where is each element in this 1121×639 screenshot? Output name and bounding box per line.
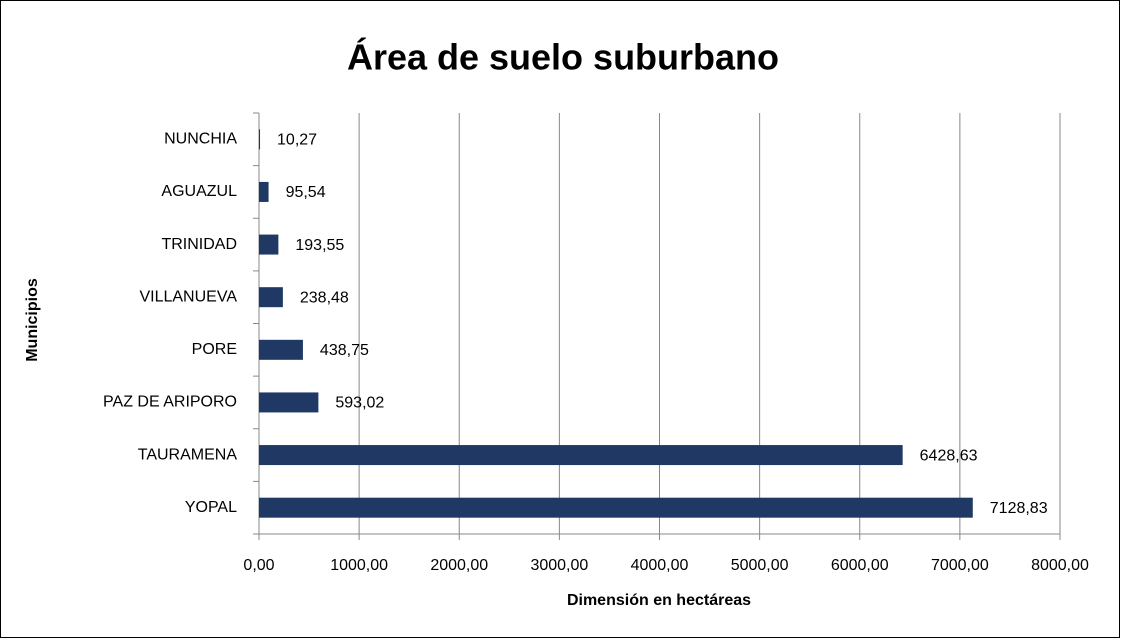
y-tick-label: PORE xyxy=(192,341,237,358)
value-label: 6428,63 xyxy=(920,447,978,464)
value-label: 95,54 xyxy=(286,184,326,201)
x-tick-label: 8000,00 xyxy=(1031,557,1089,574)
y-tick-label: NUNCHIA xyxy=(164,131,237,148)
value-label: 193,55 xyxy=(295,237,344,254)
y-tick-label: YOPAL xyxy=(185,499,237,516)
x-tick-label: 5000,00 xyxy=(731,557,789,574)
bar xyxy=(259,497,973,518)
y-tick-label: TAURAMENA xyxy=(138,446,238,463)
bar xyxy=(259,234,279,255)
x-axis-label: Dimensión en hectáreas xyxy=(567,592,751,609)
y-tick-label: VILLANUEVA xyxy=(139,288,237,305)
y-tick-label: AGUAZUL xyxy=(161,183,237,200)
x-tick-label: 2000,00 xyxy=(430,557,488,574)
bar xyxy=(259,181,269,202)
x-tick-label: 6000,00 xyxy=(831,557,889,574)
bar xyxy=(259,339,303,360)
bar xyxy=(259,287,283,308)
y-tick-label: PAZ DE ARIPORO xyxy=(103,394,237,411)
value-label: 438,75 xyxy=(320,342,369,359)
x-tick-label: 0,00 xyxy=(243,557,274,574)
x-tick-label: 1000,00 xyxy=(330,557,388,574)
x-tick-label: 7000,00 xyxy=(931,557,989,574)
value-label: 593,02 xyxy=(335,395,384,412)
value-label: 238,48 xyxy=(300,289,349,306)
x-tick-label: 4000,00 xyxy=(631,557,689,574)
y-tick-label: TRINIDAD xyxy=(161,236,237,253)
value-label: 10,27 xyxy=(277,132,317,149)
bar xyxy=(259,392,319,413)
bar xyxy=(259,129,261,150)
chart-title: Área de suelo suburbano xyxy=(347,37,779,78)
x-tick-label: 3000,00 xyxy=(530,557,588,574)
value-label: 7128,83 xyxy=(990,500,1048,517)
bar xyxy=(259,445,903,466)
y-axis-label: Municipios xyxy=(24,278,41,362)
